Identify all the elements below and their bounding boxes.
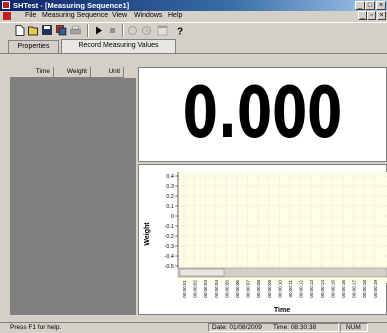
- mdi-close-button[interactable]: ×: [377, 11, 386, 20]
- x-tick-label: 00:00:05: [224, 280, 229, 298]
- menu-help[interactable]: Help: [168, 12, 183, 19]
- maximize-button[interactable]: □: [365, 1, 375, 10]
- new-icon[interactable]: [14, 25, 25, 36]
- disk-icon[interactable]: [56, 25, 67, 36]
- y-tick-label: -0.4: [165, 254, 174, 260]
- menu-measuring-sequence[interactable]: Measuring Sequence: [42, 12, 109, 19]
- window-title: SHTest - [Measuring Sequence1]: [13, 1, 130, 10]
- tab-divider: [0, 53, 387, 54]
- menu-file[interactable]: File: [25, 12, 37, 19]
- status-date: Date: 01/08/2009: [212, 324, 262, 331]
- menu-view[interactable]: View: [112, 12, 128, 19]
- tab-record-measuring-values[interactable]: Record Measuring Values: [61, 39, 176, 53]
- x-tick-label: 00:00:08: [256, 280, 261, 298]
- window-icon[interactable]: [157, 25, 168, 36]
- close-button[interactable]: ×: [376, 1, 386, 10]
- x-tick-label: 00:00:14: [320, 280, 325, 298]
- toolbar-separator: [122, 24, 124, 37]
- y-tick-label: 0: [171, 214, 174, 220]
- svg-text:?: ?: [177, 27, 183, 37]
- value-display-panel: [138, 67, 387, 162]
- tab-properties[interactable]: Properties: [8, 40, 59, 53]
- app-icon[interactable]: [2, 1, 10, 9]
- chart-scrollbar[interactable]: [177, 267, 387, 278]
- list-header: [10, 67, 136, 78]
- x-tick-label: 00:00:04: [214, 280, 219, 298]
- status-num-box: [340, 323, 368, 332]
- x-axis-label: Time: [274, 307, 290, 314]
- document-icon[interactable]: [3, 12, 11, 20]
- x-tick-label: 00:00:15: [330, 280, 335, 298]
- mdi-restore-button[interactable]: ▫: [367, 11, 376, 20]
- toolbar-separator: [87, 24, 89, 37]
- x-tick-label: 00:00:12: [299, 280, 304, 298]
- x-tick-label: 00:00:16: [341, 280, 346, 298]
- toolbar: [0, 22, 387, 49]
- hand-icon[interactable]: [127, 25, 138, 36]
- status-time: Time: 08:30:38: [273, 324, 317, 331]
- status-help-text: Press F1 for help.: [10, 324, 62, 331]
- column-header-unit[interactable]: Unit: [91, 67, 124, 78]
- x-tick-label: 00:00:06: [235, 280, 240, 298]
- column-header-time[interactable]: Time: [10, 67, 54, 78]
- chart-grid: [177, 172, 387, 268]
- weight-chart: 0.4 0.3 0.2 0.1 0 -0.1 -0.2 -0.3 -0.4 -0.5 00:00:…: [144, 172, 387, 314]
- help-icon[interactable]: ?: [175, 25, 186, 38]
- y-tick-label: 0.1: [166, 204, 174, 210]
- x-tick-label: 00:00:02: [193, 280, 198, 298]
- open-icon[interactable]: [28, 25, 39, 36]
- y-tick-label: -0.2: [165, 234, 174, 240]
- y-tick-label: 0.2: [166, 194, 174, 200]
- y-tick-label: 0.4: [166, 174, 174, 180]
- x-tick-label: 00:00:19: [373, 280, 378, 298]
- y-tick-label: 0.3: [166, 184, 174, 190]
- print-icon[interactable]: [70, 25, 81, 36]
- save-icon[interactable]: [42, 25, 53, 36]
- minimize-button[interactable]: _: [355, 1, 365, 10]
- clock-icon[interactable]: [141, 25, 152, 36]
- x-tick-label: 00:00:17: [352, 280, 357, 298]
- play-icon[interactable]: [93, 25, 104, 36]
- x-tick-label: 00:00:10: [277, 280, 282, 298]
- column-header-weight[interactable]: Weight: [54, 67, 91, 78]
- x-tick-label: 00:00:01: [182, 280, 187, 298]
- x-tick-label: 00:00:03: [203, 280, 208, 298]
- stop-icon[interactable]: [107, 25, 118, 36]
- status-datetime-box: [208, 323, 339, 332]
- mdi-minimize-button[interactable]: _: [358, 11, 367, 20]
- x-tick-label: 00:00:07: [246, 280, 251, 298]
- status-num: NUM: [346, 324, 361, 331]
- measured-value: 0.000: [182, 72, 343, 154]
- plot-area: [178, 172, 387, 283]
- x-tick-label: 00:00:13: [309, 280, 314, 298]
- title-bar: [0, 0, 387, 11]
- y-tick-label: -0.1: [165, 224, 174, 230]
- x-tick-label: 00:00:11: [288, 280, 293, 298]
- x-tick-label: 00:00:18: [362, 280, 367, 298]
- y-tick-label: -0.5: [165, 264, 174, 270]
- status-bar: [0, 322, 387, 333]
- measurement-list[interactable]: [10, 67, 136, 315]
- y-axis-label: Weight: [144, 222, 151, 246]
- chart-scrollbar-thumb[interactable]: [179, 268, 225, 277]
- x-tick-label: 00:00:09: [267, 280, 272, 298]
- menu-windows[interactable]: Windows: [134, 12, 163, 19]
- y-tick-label: -0.3: [165, 244, 174, 250]
